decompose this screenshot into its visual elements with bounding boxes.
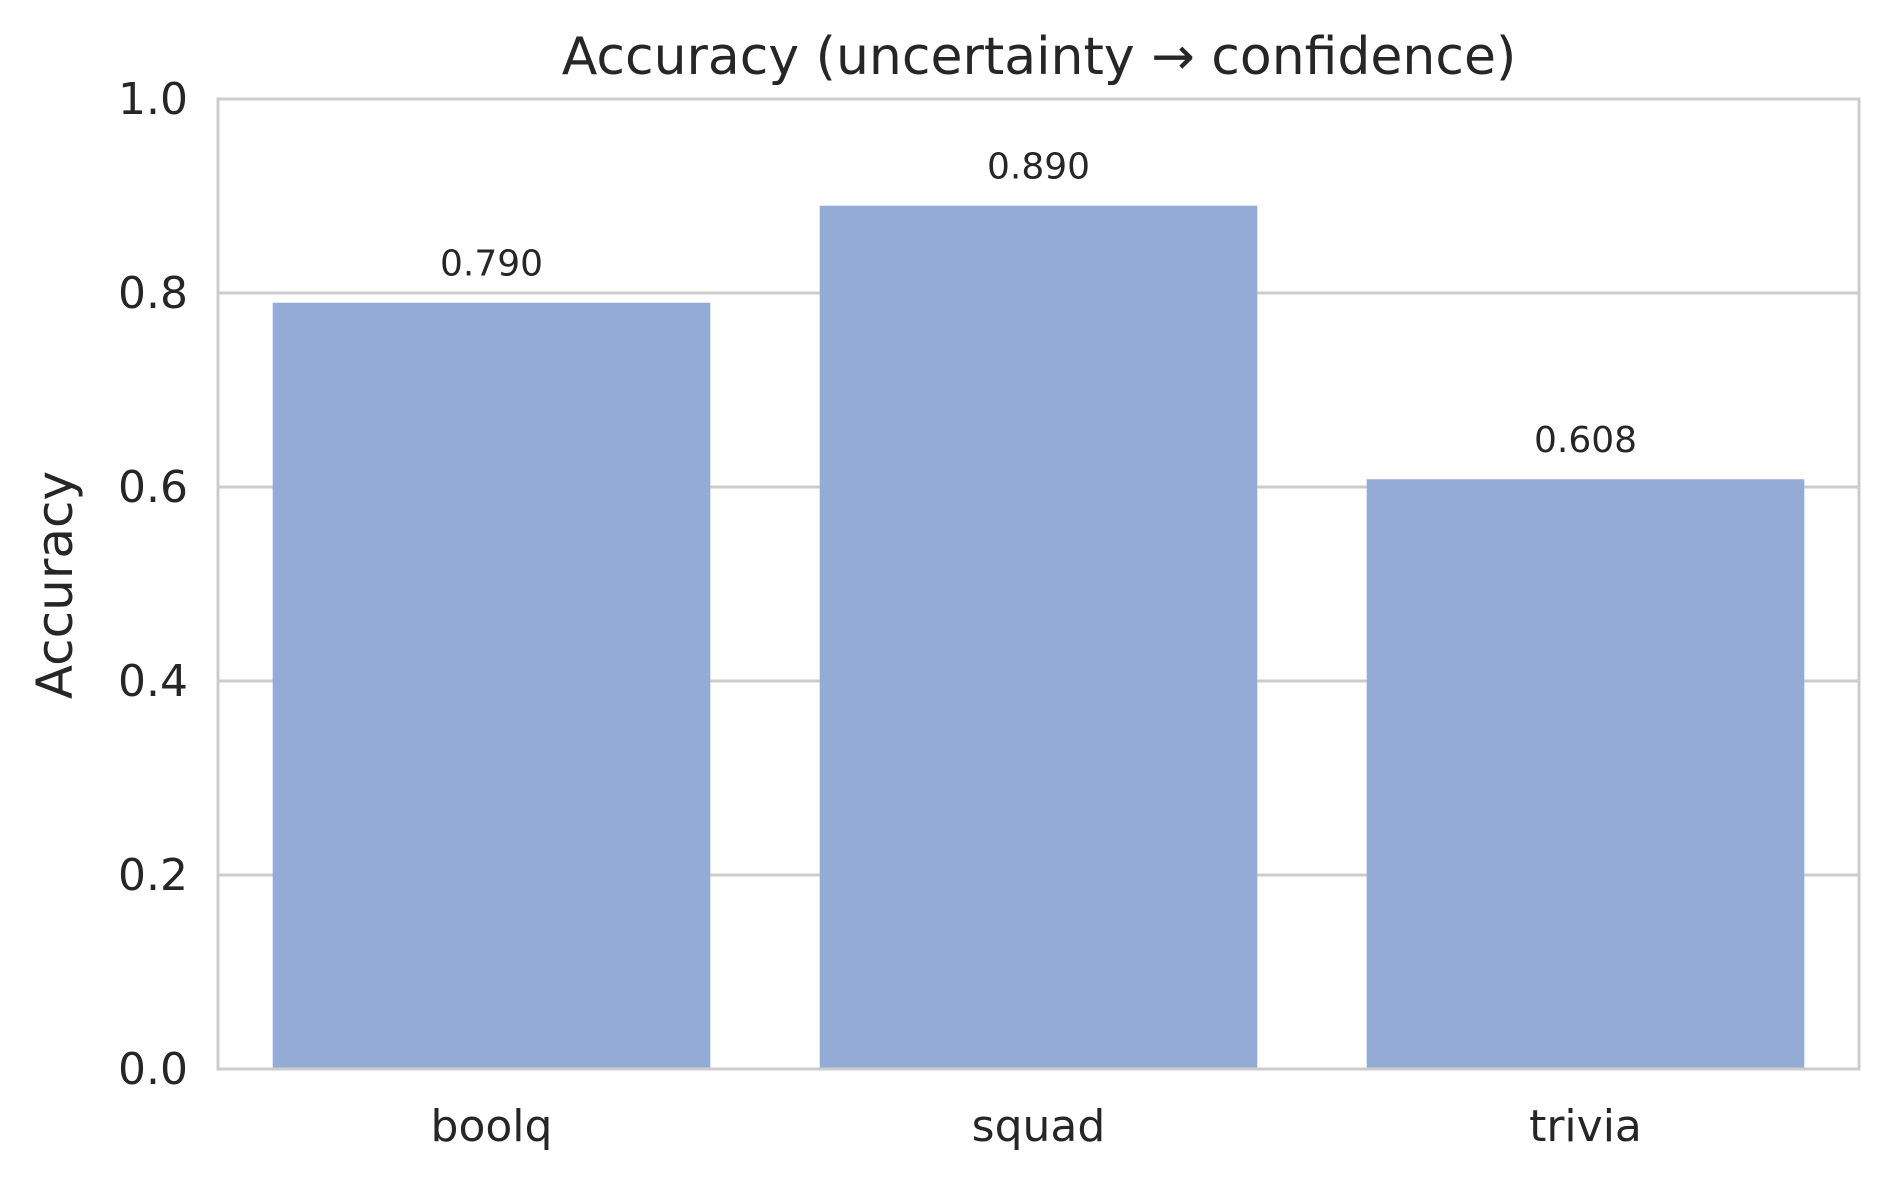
y-tick-label: 0.8	[118, 268, 188, 319]
y-tick-label: 0.6	[118, 462, 188, 513]
y-axis-label: Accuracy	[26, 471, 84, 699]
y-tick-label: 0.0	[118, 1044, 188, 1095]
bar-boolq	[272, 302, 711, 1069]
y-tick-label: 0.2	[118, 850, 188, 901]
data-label-squad: 0.890	[987, 147, 1090, 188]
bar-squad	[819, 205, 1258, 1069]
y-tick-label: 1.0	[118, 74, 188, 125]
x-tick-label-trivia: trivia	[1529, 1101, 1642, 1152]
data-label-boolq: 0.790	[440, 244, 543, 285]
plot-frame	[216, 97, 1861, 1071]
bars	[272, 205, 1805, 1069]
bar-trivia	[1366, 479, 1805, 1069]
y-tick-label: 0.4	[118, 656, 188, 707]
data-labels: 0.790 0.890 0.608	[440, 147, 1637, 462]
data-label-trivia: 0.608	[1534, 420, 1637, 461]
chart-title: Accuracy (uncertainty → confidence)	[562, 27, 1516, 87]
x-tick-label-squad: squad	[972, 1101, 1106, 1152]
x-tick-label-boolq: boolq	[431, 1101, 553, 1152]
axis-ticks: 0.0 0.2 0.4 0.6 0.8 1.0 boolq squad trivia	[118, 74, 1642, 1152]
